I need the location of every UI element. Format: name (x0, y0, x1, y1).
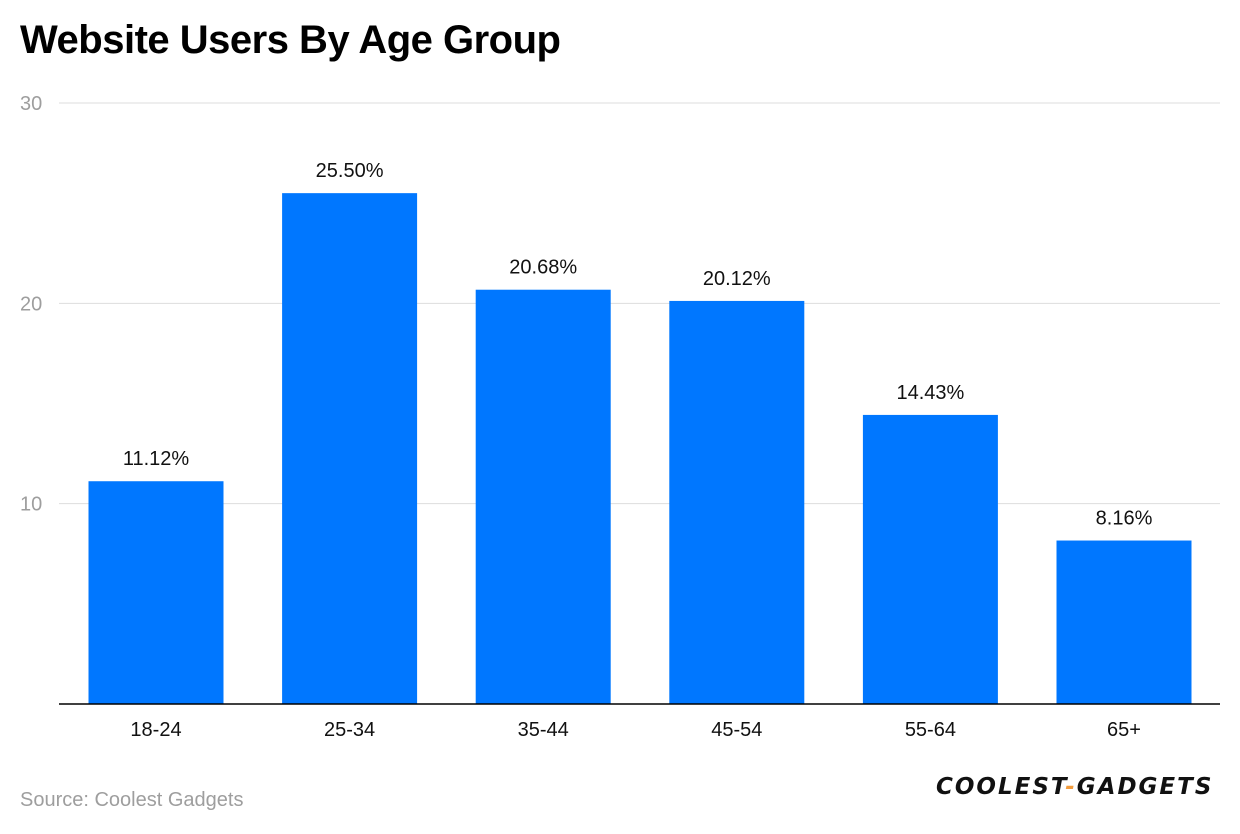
bar-55-64 (862, 414, 998, 704)
y-axis-ticks: 10 20 30 (20, 93, 42, 516)
x-tick-label: 55-64 (905, 719, 956, 741)
brand-logo: COOLEST-GADGETS (936, 774, 1213, 800)
bar-value-label: 8.16% (1096, 508, 1153, 530)
x-tick-label: 18-24 (130, 719, 181, 741)
source-note: Source: Coolest Gadgets (20, 789, 244, 811)
x-axis-ticks: 18-24 25-34 35-44 45-54 55-64 65+ (130, 719, 1141, 741)
x-tick-label: 45-54 (711, 719, 762, 741)
y-tick-label: 30 (20, 93, 42, 115)
bar-value-label: 11.12% (123, 448, 190, 470)
bar-45-54 (669, 300, 805, 704)
x-tick-label: 65+ (1107, 719, 1141, 741)
bars (88, 193, 1192, 704)
chart-title: Website Users By Age Group (20, 18, 561, 62)
gridlines (59, 102, 1220, 505)
y-tick-label: 10 (20, 494, 42, 516)
bar-35-44 (475, 289, 611, 704)
bar-value-label: 14.43% (896, 382, 964, 404)
bar-18-24 (88, 481, 224, 704)
bar-value-labels: 11.12% 25.50% 20.68% 20.12% 14.43% 8.16% (123, 160, 1153, 529)
bar-value-label: 20.68% (509, 257, 577, 279)
logo-part-1: COOLEST (936, 774, 1066, 800)
x-tick-label: 25-34 (324, 719, 375, 741)
x-tick-label: 35-44 (518, 719, 569, 741)
bar-value-label: 25.50% (316, 160, 384, 182)
bar-25-34 (282, 193, 418, 704)
logo-separator: - (1065, 774, 1077, 800)
logo-part-2: GADGETS (1076, 774, 1214, 800)
y-tick-label: 20 (20, 293, 42, 315)
bar-value-label: 20.12% (703, 268, 771, 290)
bar-65+ (1056, 540, 1192, 704)
